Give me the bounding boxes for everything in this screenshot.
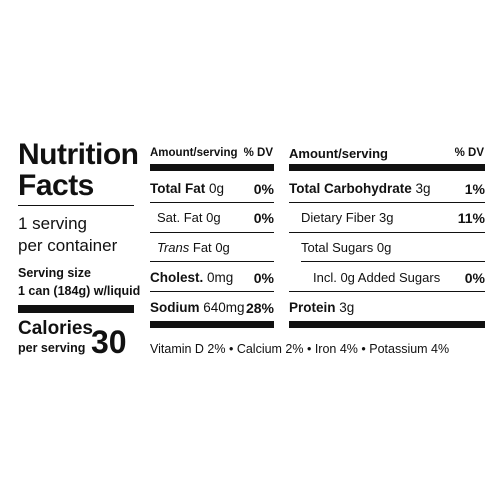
row-total-fat: Total Fat 0g (150, 181, 224, 197)
dv-total-fat: 0% (253, 181, 274, 197)
row-divider (150, 232, 274, 233)
title-nutrition: Nutrition (18, 138, 139, 171)
nutrient-amount: 3g (379, 210, 394, 225)
nutrient-name: Dietary Fiber (301, 210, 376, 225)
row-divider (289, 291, 485, 292)
row-trans-fat: Trans Fat 0g (157, 240, 230, 256)
serving-size-label: Serving size (18, 266, 91, 280)
right-header-amount: Amount/serving (289, 146, 388, 161)
left-thick-rule (150, 164, 274, 171)
calories-value: 30 (91, 324, 127, 360)
left-bottom-thick-rule (150, 321, 274, 328)
serving-size-value: 1 can (184g) w/liquid (18, 284, 141, 298)
row-divider (301, 261, 485, 262)
nutrient-name: Total Fat (150, 181, 206, 196)
right-header-dv: % DV (454, 147, 484, 159)
nutrient-name: Total Carbohydrate (289, 181, 412, 196)
nutrient-amount: 0mg (207, 270, 234, 285)
vitamins-minerals-footer: Vitamin D 2% • Calcium 2% • Iron 4% • Po… (150, 342, 450, 356)
left-header-dv: % DV (243, 147, 273, 159)
dv-sodium: 28% (245, 300, 274, 316)
servings-line2: per container (18, 236, 118, 255)
nutrient-amount: 0g (209, 181, 225, 196)
row-dietary-fiber: Dietary Fiber 3g (301, 210, 394, 226)
row-added-sugars: Incl. 0g Added Sugars (313, 270, 440, 286)
row-sodium: Sodium 640mg (150, 300, 245, 316)
row-divider (150, 202, 274, 203)
right-bottom-thick-rule (289, 321, 485, 328)
divider (18, 205, 134, 206)
row-divider (289, 232, 485, 233)
row-divider (150, 291, 274, 292)
row-total-sugars: Total Sugars 0g (301, 240, 391, 256)
calories-per-serving: per serving (18, 341, 86, 355)
row-divider (289, 202, 485, 203)
thick-divider (18, 305, 134, 313)
nutrient-name: Sodium (150, 300, 200, 315)
dv-cholesterol: 0% (253, 270, 274, 286)
nutrient-name: Incl. 0g Added Sugars (313, 270, 441, 285)
nutrient-name-italic: Trans (157, 240, 190, 255)
nutrient-name: Protein (289, 300, 336, 315)
servings-line1: 1 serving (18, 214, 87, 233)
nutrient-amount: 0g (206, 210, 221, 225)
nutrient-amount: 3g (339, 300, 355, 315)
row-sat-fat: Sat. Fat 0g (157, 210, 221, 226)
title-facts: Facts (18, 169, 94, 202)
nutrient-name: Cholest. (150, 270, 204, 285)
dv-dietary-fiber: 11% (457, 210, 485, 226)
nutrient-amount: 640mg (203, 300, 245, 315)
dv-added-sugars: 0% (464, 270, 485, 286)
row-total-carbohydrate: Total Carbohydrate 3g (289, 181, 431, 197)
nutrient-amount: 3g (415, 181, 431, 196)
left-header-amount: Amount/serving (150, 147, 238, 159)
nutrient-amount: 0g (376, 240, 392, 255)
row-divider (150, 261, 274, 262)
nutrient-name: Total Sugars (301, 240, 374, 255)
nutrient-amount: 0g (215, 240, 230, 255)
dv-total-carbohydrate: 1% (464, 181, 485, 197)
right-thick-rule (289, 164, 485, 171)
nutrient-name-suffix: Fat (192, 240, 212, 255)
nutrient-name: Sat. Fat (157, 210, 203, 225)
row-cholesterol: Cholest. 0mg (150, 270, 233, 286)
calories-label: Calories (18, 318, 93, 339)
dv-sat-fat: 0% (253, 210, 274, 226)
row-protein: Protein 3g (289, 300, 354, 316)
